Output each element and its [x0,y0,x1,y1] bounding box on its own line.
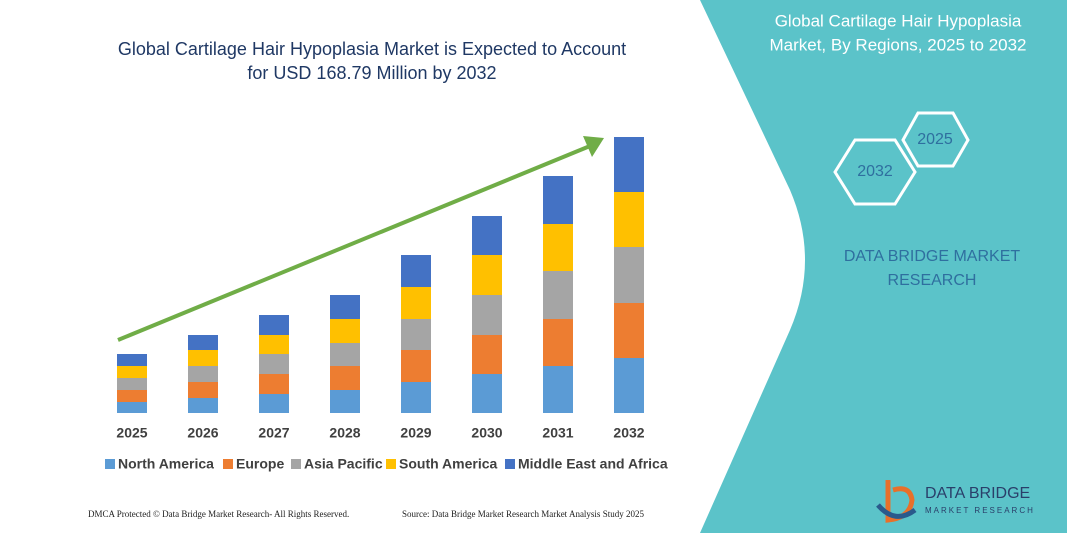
bar-segment [472,255,502,295]
legend-label: North America [118,456,214,472]
x-tick-label: 2026 [187,425,218,441]
bar-segment [614,192,644,247]
panel-brand: RESEARCH [888,272,977,289]
bar-segment [188,366,218,382]
legend-swatch [223,459,233,469]
bar-segment [188,350,218,366]
bar-segment [401,255,431,287]
panel-brand: DATA BRIDGE MARKET [844,248,1021,265]
trend-arrowhead [583,136,604,157]
legend-label: Europe [236,456,284,472]
legend-label: South America [399,456,497,472]
x-tick-label: 2028 [329,425,360,441]
hexagon-label: 2032 [857,163,893,180]
chart-title: Global Cartilage Hair Hypoplasia Market … [118,39,626,59]
bar-segment [614,137,644,192]
panel-title: Global Cartilage Hair Hypoplasia [775,11,1022,30]
hexagon [901,111,970,168]
bar-segment [543,271,573,319]
logo-name: DATA BRIDGE [925,485,1030,502]
bar-segment [259,374,289,394]
chart: 2025 2026 2027 2028 2029 2030 2031 2032 North Am… [105,137,668,472]
bar-segment [188,382,218,398]
legend-swatch [105,459,115,469]
bar-segment [188,398,218,413]
bar-segment [472,374,502,413]
bar-segment [330,319,360,343]
bar-segment [401,319,431,350]
bar-segment [117,390,147,402]
footer-left: DMCA Protected © Data Bridge Market Rese… [88,509,349,519]
x-tick-label: 2030 [471,425,502,441]
bar-segment [117,354,147,366]
bar-segment [543,224,573,271]
x-tick-label: 2032 [613,425,644,441]
bar-segment [401,350,431,382]
bar-segment [259,354,289,374]
bar-segment [543,176,573,224]
bar-segment [472,335,502,374]
legend-swatch [386,459,396,469]
bar-segment [472,216,502,255]
bar-segment [472,295,502,335]
chart-title: for USD 168.79 Million by 2032 [247,63,496,83]
x-tick-label: 2031 [542,425,573,441]
legend-label: Asia Pacific [304,456,383,472]
legend-swatch [291,459,301,469]
bar-segment [401,382,431,413]
bar-segment [614,247,644,303]
x-tick-label: 2027 [258,425,289,441]
bar-segment [330,366,360,390]
bar-segment [543,366,573,413]
legend-label: Middle East and Africa [518,456,668,472]
bar-segment [117,378,147,390]
x-tick-label: 2029 [400,425,431,441]
legend-swatch [505,459,515,469]
bar-segment [330,343,360,366]
hexagon-label: 2025 [917,131,953,148]
bar-segment [330,390,360,413]
bar-segment [543,319,573,366]
bar-segment [259,315,289,335]
bar-segment [259,394,289,413]
bar-segment [259,335,289,354]
x-tick-label: 2025 [116,425,147,441]
bar-segment [614,358,644,413]
side-panel [700,0,1067,533]
bar-segment [188,335,218,350]
hexagon [833,138,917,206]
logo-mark [876,503,917,519]
trend-arrow [117,144,591,342]
bar-segment [117,402,147,413]
footer-right: Source: Data Bridge Market Research Mark… [402,509,644,519]
bar-segment [117,366,147,378]
bar-segment [401,287,431,319]
panel-title: Market, By Regions, 2025 to 2032 [769,35,1026,54]
logo-sub: MARKET RESEARCH [925,506,1035,515]
bar-segment [614,303,644,358]
bar-segment [330,295,360,319]
